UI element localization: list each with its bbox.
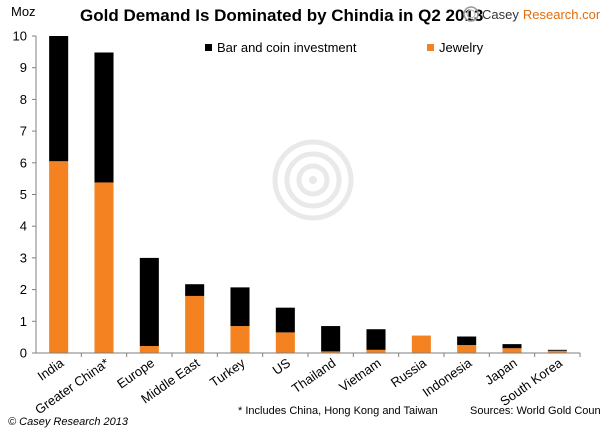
bar-jewelry (502, 348, 522, 353)
chart-title: Gold Demand Is Dominated by Chindia in Q… (80, 6, 483, 25)
y-tick-label: 1 (20, 314, 27, 329)
bar-jewelry (94, 182, 114, 353)
y-tick-label: 5 (20, 187, 27, 202)
y-tick-label: 9 (20, 60, 27, 75)
bar-bar-and-coin (49, 36, 69, 162)
y-tick-label: 2 (20, 282, 27, 297)
bar-jewelry (275, 332, 295, 353)
bar-jewelry (366, 349, 386, 353)
legend-swatch (205, 44, 212, 51)
legend-label: Jewelry (439, 40, 484, 55)
bar-jewelry (185, 295, 205, 353)
bar-jewelry (139, 346, 159, 353)
y-axis: 0 1 2 3 4 5 6 7 8 9 10 (13, 29, 37, 361)
y-tick-label: 6 (20, 155, 27, 170)
x-category-label: Turkey (207, 355, 248, 390)
x-category-label: Japan (482, 355, 520, 388)
bar-jewelry (49, 161, 69, 353)
bar-jewelry (457, 345, 477, 353)
bars (49, 36, 567, 353)
bar-bar-and-coin (502, 344, 522, 349)
legend-swatch (427, 44, 434, 51)
x-category-label: US (270, 355, 294, 378)
x-category-label: Indonesia (420, 355, 475, 400)
bar-jewelry (321, 351, 341, 353)
source-text: Sources: World Gold Council (470, 405, 600, 417)
bar-jewelry (230, 326, 250, 353)
bar-bar-and-coin (139, 257, 159, 347)
x-category-label: Vietnam (336, 355, 383, 395)
y-tick-label: 7 (20, 124, 27, 139)
brand-logo: Casey Research.com (463, 6, 600, 22)
bar-bar-and-coin (366, 329, 386, 350)
y-unit-label: Moz (11, 4, 36, 19)
bar-bar-and-coin (275, 307, 295, 333)
bar-jewelry (411, 335, 431, 353)
y-tick-label: 4 (20, 219, 27, 234)
bar-bar-and-coin (321, 326, 341, 352)
brand-name: Casey Research.com (482, 7, 600, 22)
brand-prefix: Casey (482, 7, 519, 22)
bar-jewelry (547, 350, 567, 353)
footnote-text: * Includes China, Hong Kong and Taiwan (238, 405, 438, 417)
bar-bar-and-coin (457, 336, 477, 346)
y-tick-label: 10 (13, 29, 27, 44)
y-tick-label: 3 (20, 250, 27, 265)
bar-bar-and-coin (94, 52, 114, 183)
brand-suffix: Research.com (523, 7, 600, 22)
x-category-label: Thailand (289, 355, 338, 396)
legend-label: Bar and coin investment (217, 40, 357, 55)
bar-bar-and-coin (230, 287, 250, 327)
bar-bar-and-coin (185, 284, 205, 296)
copyright-text: © Casey Research 2013 (8, 416, 129, 428)
logo-swirl-icon (463, 6, 479, 22)
x-category-label: India (35, 355, 67, 384)
logo-swirl-inner (466, 9, 476, 19)
y-tick-label: 8 (20, 92, 27, 107)
y-tick-label: 0 (20, 346, 27, 361)
legend: Bar and coin investment Jewelry (205, 40, 484, 55)
watermark-swirl (272, 139, 354, 221)
bar-bar-and-coin (547, 349, 567, 351)
